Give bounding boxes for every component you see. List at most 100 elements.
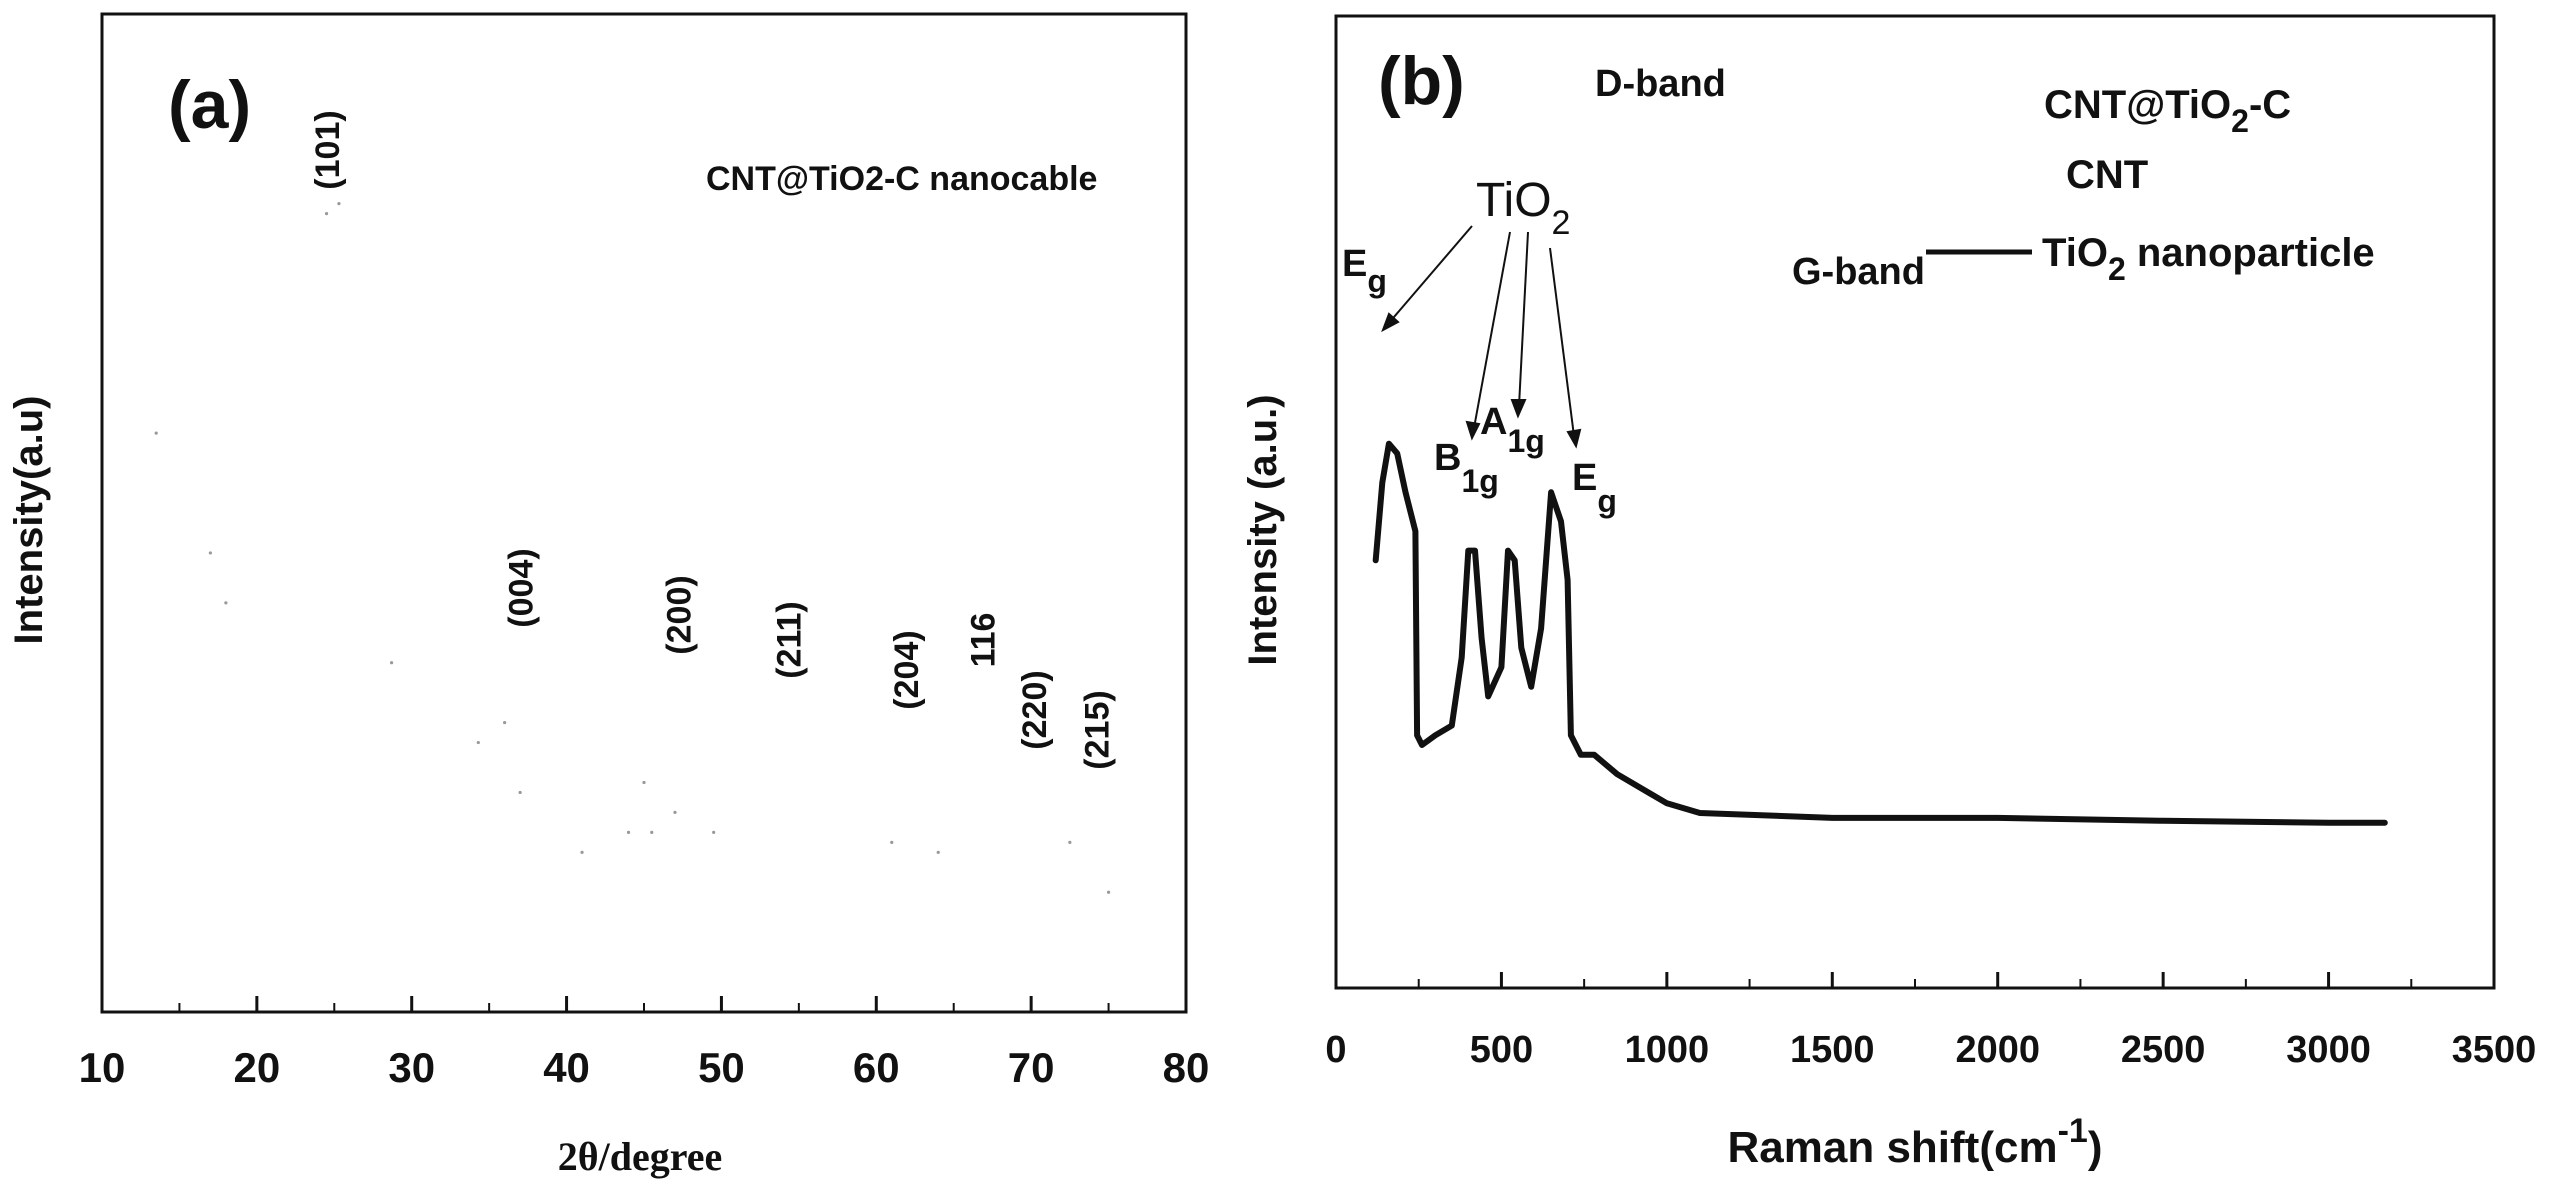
- panel-a-x-ticks: [100, 996, 1188, 1012]
- panel-b-x-axis-label-text: Raman shift(cm: [1728, 1123, 2058, 1172]
- legend-entry-cnt-tio2-c: CNT@TiO2-C: [2044, 83, 2291, 139]
- arrow-eg-high: [1549, 247, 1575, 437]
- panel-a-peak-label-1: (004): [503, 548, 541, 627]
- arrow-b1g-head: [1465, 420, 1481, 441]
- mode-b1g-main: B: [1434, 437, 1461, 479]
- mode-label-b1g: B1g: [1434, 437, 1499, 499]
- panel-a-data-point-14: [712, 830, 716, 834]
- panel-b-y-axis-label: Intensity (a.u.): [1241, 394, 1285, 665]
- tio2-annotation-text: TiO: [1476, 174, 1552, 227]
- panel-a-data-point-17: [1068, 840, 1072, 844]
- panel-a-x-tick-label-10: 10: [79, 1044, 126, 1091]
- panel-b-legend: CNT@TiO2-C CNT TiO2 nanoparticle: [1926, 83, 2375, 287]
- panel-b-plot-frame: [1334, 14, 2496, 990]
- mode-eg-low-main: E: [1342, 243, 1367, 285]
- panel-a-x-axis-label: 2θ/degree: [558, 1134, 723, 1179]
- mode-label-a1g: A1g: [1480, 401, 1545, 459]
- panel-a-series-points: [154, 202, 1111, 894]
- panel-a-data-point-0: [154, 431, 158, 435]
- panel-a-x-tick-label-60: 60: [853, 1044, 900, 1091]
- panel-a-data-point-9: [580, 850, 584, 854]
- panel-b-x-axis-label-suffix: ): [2088, 1123, 2103, 1172]
- panel-a-peak-label-3: (211): [770, 601, 808, 679]
- arrow-a1g-head: [1510, 399, 1527, 419]
- panel-a-peak-label-4: (204): [888, 630, 926, 709]
- mode-eg-high-main: E: [1572, 457, 1597, 499]
- legend-entry-tio2-text: TiO: [2042, 231, 2108, 275]
- panel-a-data-point-15: [890, 840, 894, 844]
- panel-b-x-tick-label-2000: 2000: [1955, 1029, 2040, 1071]
- panel-a-x-tick-labels: 10 20 30 40 50 60 70 80: [79, 1044, 1210, 1091]
- panel-a-data-point-4: [337, 202, 341, 206]
- panel-b-x-tick-label-500: 500: [1470, 1029, 1533, 1071]
- mode-a1g-sub: 1g: [1507, 423, 1544, 459]
- panel-a-peak-label-6: (220): [1016, 670, 1054, 749]
- panel-b-x-axis-label-sup: -1: [2058, 1112, 2088, 1150]
- legend-entry-tio2-nanoparticle: TiO2 nanoparticle: [2042, 231, 2375, 287]
- panel-a-data-point-12: [650, 830, 654, 834]
- panel-a-peak-annotations: (101) (004) (200) (211) (204) 116 (220) (215): [309, 110, 1117, 769]
- panel-b-x-tick-label-2500: 2500: [2121, 1029, 2206, 1071]
- legend-entry-cnt-tio2-c-suffix: -C: [2249, 83, 2291, 127]
- panel-a-data-point-8: [518, 790, 522, 795]
- panel-a-data-point-6: [476, 740, 480, 745]
- mode-label-eg-low: Eg: [1342, 243, 1387, 299]
- mode-a1g-main: A: [1480, 401, 1507, 443]
- panel-a-data-point-18: [1106, 890, 1111, 894]
- panel-a-y-axis-label: Intensity(a.u): [7, 396, 51, 645]
- arrow-eg-low-head: [1381, 312, 1400, 333]
- panel-b-x-ticks: [1334, 972, 2496, 988]
- panel-a-x-tick-label-20: 20: [233, 1044, 280, 1091]
- panel-a-peak-label-2: (200): [660, 575, 698, 654]
- legend-entry-tio2-sub: 2: [2108, 251, 2126, 287]
- panel-b-x-tick-label-1000: 1000: [1625, 1029, 1710, 1071]
- panel-b-x-tick-label-1500: 1500: [1790, 1029, 1875, 1071]
- mode-b1g-sub: 1g: [1461, 463, 1498, 499]
- mode-eg-high-sub: g: [1597, 483, 1617, 519]
- legend-entry-cnt-tio2-c-sub: 2: [2231, 103, 2249, 139]
- legend-entry-tio2-suffix: nanoparticle: [2126, 231, 2375, 275]
- arrow-eg-high-head: [1566, 428, 1582, 449]
- panel-a-data-point-7: [503, 720, 507, 725]
- panel-a-data-point-2: [224, 601, 228, 605]
- tio2-annotation: TiO2: [1476, 174, 1570, 242]
- mode-label-eg-high: Eg: [1572, 457, 1617, 519]
- panel-b-label: (b): [1378, 43, 1465, 119]
- legend-entry-cnt: CNT: [2066, 153, 2148, 197]
- d-band-label: D-band: [1595, 63, 1726, 105]
- panel-b-x-tick-labels: 0 500 1000 1500 2000 2500 3000 3500: [1325, 1029, 2536, 1071]
- panel-b: 0 500 1000 1500 2000 2500 3000 3500 (b) D-band …: [1241, 14, 2536, 1172]
- panel-a-data-point-1: [208, 551, 212, 555]
- tio2-annotation-sub: 2: [1552, 204, 1571, 242]
- panel-a-data-point-3: [324, 212, 329, 216]
- panel-a-data-point-16: [936, 850, 940, 854]
- panel-a-data-point-5: [389, 661, 394, 665]
- panel-b-x-tick-label-0: 0: [1325, 1029, 1346, 1071]
- panel-a: 10 20 30 40 50 60 70 80 (101) (004) (200) (211) (20…: [7, 12, 1210, 1179]
- arrow-b1g: [1473, 231, 1511, 429]
- panel-b-x-tick-label-3500: 3500: [2452, 1029, 2537, 1071]
- panel-a-x-tick-label-50: 50: [698, 1044, 745, 1091]
- panel-a-data-point-11: [642, 780, 646, 785]
- panel-a-x-tick-label-70: 70: [1008, 1044, 1055, 1091]
- panel-b-x-tick-label-3000: 3000: [2286, 1029, 2371, 1071]
- panel-a-data-point-10: [626, 830, 631, 834]
- panel-b-series-line: [1372, 440, 2388, 826]
- panel-a-legend-label: CNT@TiO2-C nanocable: [706, 160, 1097, 198]
- panel-a-x-tick-label-80: 80: [1163, 1044, 1210, 1091]
- panel-a-x-tick-label-30: 30: [388, 1044, 435, 1091]
- panel-a-data-point-13: [673, 810, 677, 815]
- panel-a-x-tick-label-40: 40: [543, 1044, 590, 1091]
- panel-a-peak-label-5: 116: [965, 613, 1003, 668]
- tio2-mode-arrows: [1381, 225, 1582, 449]
- g-band-label: G-band: [1792, 251, 1925, 293]
- arrow-a1g: [1518, 231, 1529, 407]
- panel-a-label: (a): [168, 67, 251, 143]
- arrow-eg-low: [1387, 225, 1473, 325]
- panel-a-peak-label-0: (101): [309, 110, 347, 189]
- legend-entry-cnt-tio2-c-text: CNT@TiO: [2044, 83, 2231, 127]
- panel-a-peak-label-7: (215): [1079, 690, 1117, 769]
- mode-eg-low-sub: g: [1367, 263, 1387, 299]
